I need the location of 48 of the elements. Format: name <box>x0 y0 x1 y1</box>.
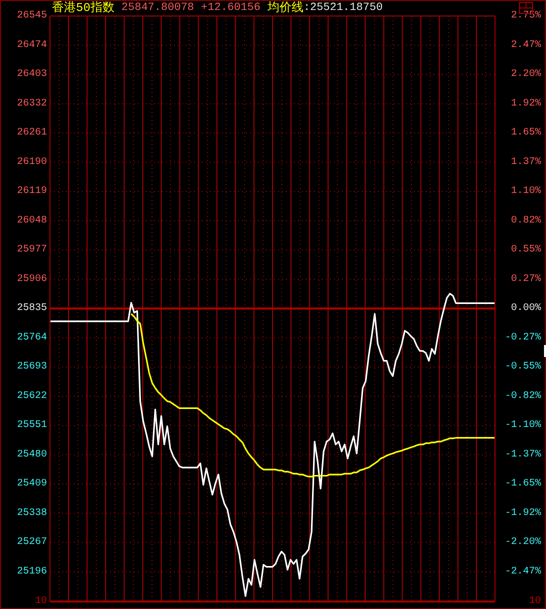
y-tick-label: 25835 <box>16 303 47 314</box>
line-series <box>130 313 496 478</box>
y-tick-label: 25409 <box>16 478 47 490</box>
y-tick-label: 25338 <box>16 508 47 519</box>
y-tick-label: 25622 <box>16 390 47 402</box>
y2-tick-label: 0.55% <box>510 244 541 256</box>
y2-tick-label: 0.00% <box>510 303 541 314</box>
y-tick-label: 25267 <box>16 537 47 548</box>
text: 25847.80078 <box>121 1 194 16</box>
text: 10 <box>34 596 47 607</box>
y-tick-label: 26332 <box>16 98 47 110</box>
y2-tick-label: -1.65% <box>504 478 541 490</box>
y2-tick-label: -0.55% <box>504 362 541 372</box>
y-tick-label: 26048 <box>16 215 47 226</box>
y-tick-label: 25480 <box>16 449 47 460</box>
y-tick-label: 25196 <box>16 566 47 578</box>
y-tick-label: 26474 <box>16 40 47 51</box>
y2-tick-label: -0.27% <box>504 332 541 344</box>
y2-tick-label: 2.47% <box>510 40 541 51</box>
y-tick-label: 25764 <box>16 332 47 344</box>
y2-tick-label: 0.82% <box>510 215 541 226</box>
y2-tick-label: -1.92% <box>504 508 541 519</box>
y-tick-label: 26545 <box>16 10 47 22</box>
y-tick-label: 25977 <box>16 244 47 256</box>
y-tick-label: 26190 <box>16 156 47 168</box>
text: 均价线 <box>267 0 304 16</box>
text: +12.60156 <box>201 1 260 16</box>
y2-tick-label: 2.20% <box>510 69 541 80</box>
y2-tick-label: 1.65% <box>510 128 541 138</box>
y-tick-label: 25551 <box>16 420 47 431</box>
y2-tick-label: -2.47% <box>504 566 541 578</box>
y2-tick-label: -1.37% <box>504 449 541 460</box>
y2-tick-label: 1.92% <box>510 98 541 110</box>
y2-tick-label: -1.10% <box>504 420 541 431</box>
y-tick-label: 26119 <box>16 186 47 197</box>
y-tick-label: 25693 <box>16 362 47 372</box>
chart-title: 香港50指数 <box>52 0 114 16</box>
y2-tick-label: 1.10% <box>510 186 541 197</box>
y-tick-label: 26261 <box>16 128 47 138</box>
y2-tick-label: -0.82% <box>504 390 541 402</box>
y2-tick-label: 0.27% <box>510 274 541 285</box>
y-tick-label: 25906 <box>16 274 47 285</box>
y2-tick-label: -2.20% <box>504 537 541 548</box>
y2-tick-label: 1.37% <box>510 156 541 168</box>
line-series <box>49 292 496 597</box>
y-tick-label: 26403 <box>16 69 47 80</box>
text: 10 <box>528 596 541 607</box>
text: :25521.18750 <box>303 1 383 16</box>
